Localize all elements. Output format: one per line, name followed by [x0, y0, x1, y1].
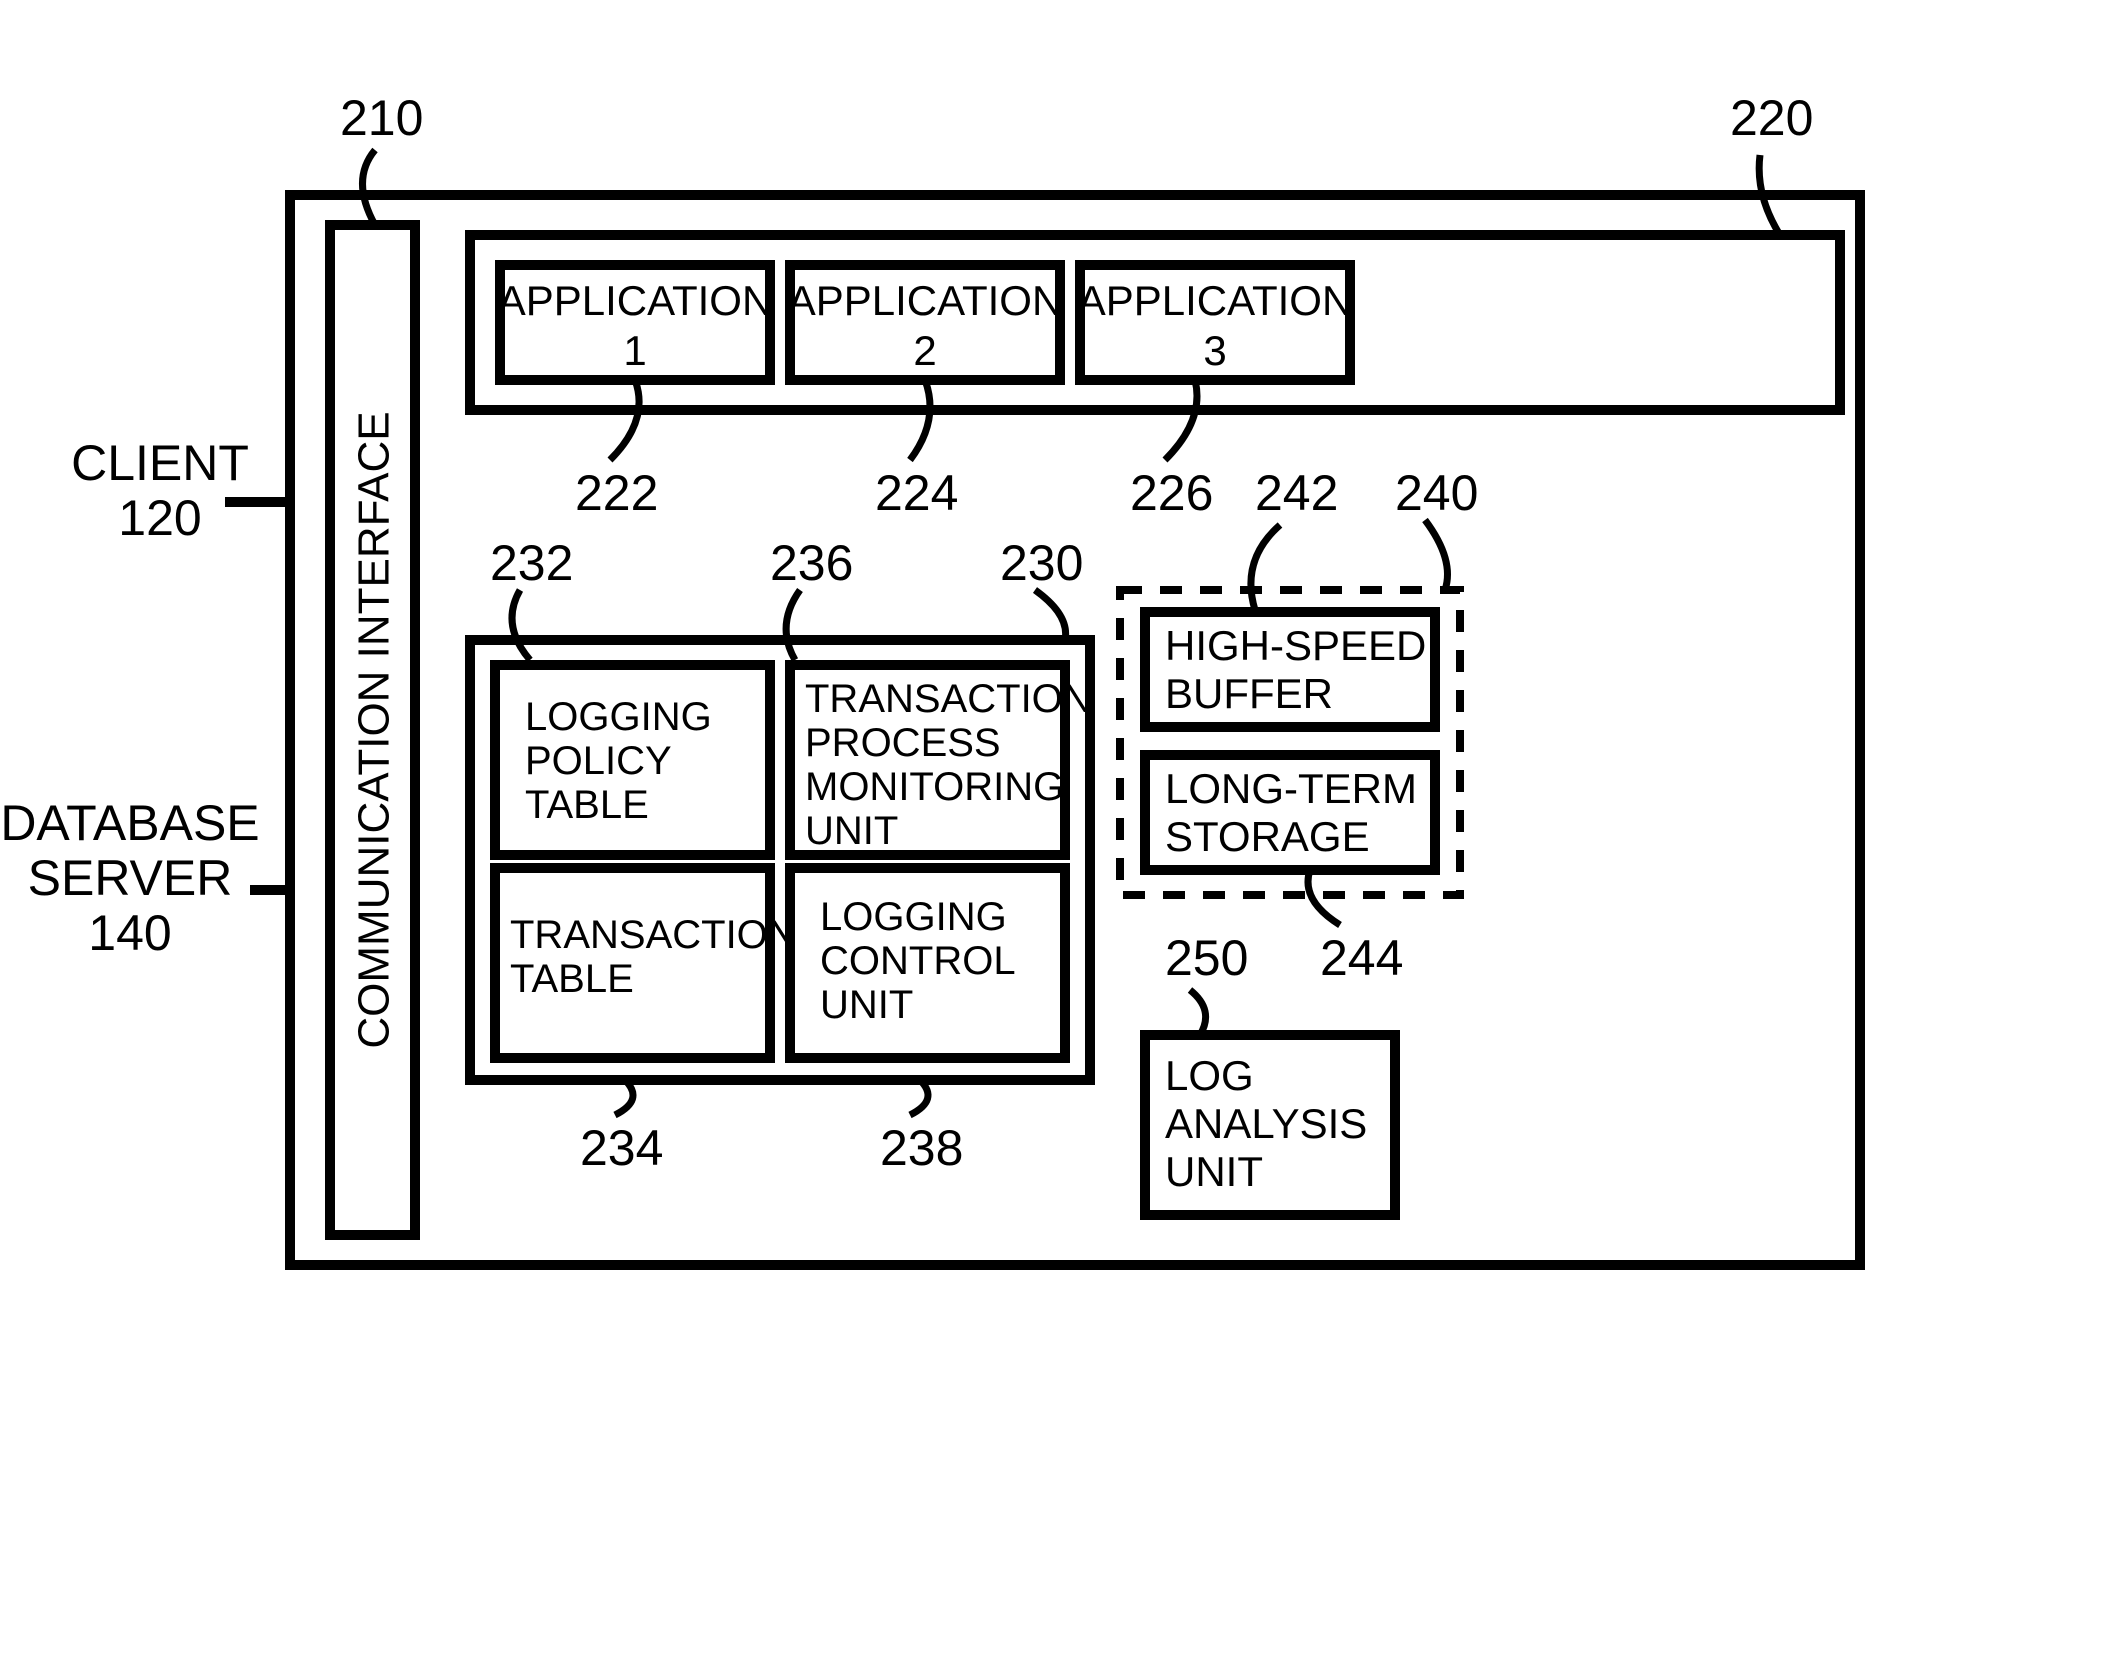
ref-220: 220	[1730, 90, 1813, 146]
ref-222: 222	[575, 465, 658, 521]
communication-interface-label: COMMUNICATION INTERFACE	[350, 411, 399, 1048]
ref-230: 230	[1000, 535, 1083, 591]
ref-210: 210	[340, 90, 423, 146]
log-analysis-unit-label: LOGANALYSISUNIT	[1165, 1052, 1367, 1195]
ref-240: 240	[1395, 465, 1478, 521]
client-label: CLIENT120	[71, 435, 249, 546]
ref-232: 232	[490, 535, 573, 591]
logging-policy-table-label: LOGGINGPOLICYTABLE	[525, 695, 712, 827]
ref-244: 244	[1320, 930, 1403, 986]
ref-234: 234	[580, 1120, 663, 1176]
app1-label: APPLICATION1	[498, 277, 773, 374]
logging-control-unit-label: LOGGINGCONTROLUNIT	[820, 895, 1016, 1027]
database-server-label: DATABASESERVER140	[0, 795, 259, 961]
ref-242: 242	[1255, 465, 1338, 521]
ref-226: 226	[1130, 465, 1213, 521]
ref-250: 250	[1165, 930, 1248, 986]
transaction-process-monitoring-label: TRANSACTIONPROCESSMONITORINGUNIT	[805, 677, 1092, 853]
long-term-storage-label: LONG-TERMSTORAGE	[1165, 765, 1417, 860]
ref-236: 236	[770, 535, 853, 591]
app2-label: APPLICATION2	[788, 277, 1063, 374]
transaction-table-label: TRANSACTIONTABLE	[510, 913, 797, 1001]
ref-238: 238	[880, 1120, 963, 1176]
high-speed-buffer-label: HIGH-SPEEDBUFFER	[1165, 622, 1426, 717]
ref-224: 224	[875, 465, 958, 521]
app3-label: APPLICATION3	[1078, 277, 1353, 374]
